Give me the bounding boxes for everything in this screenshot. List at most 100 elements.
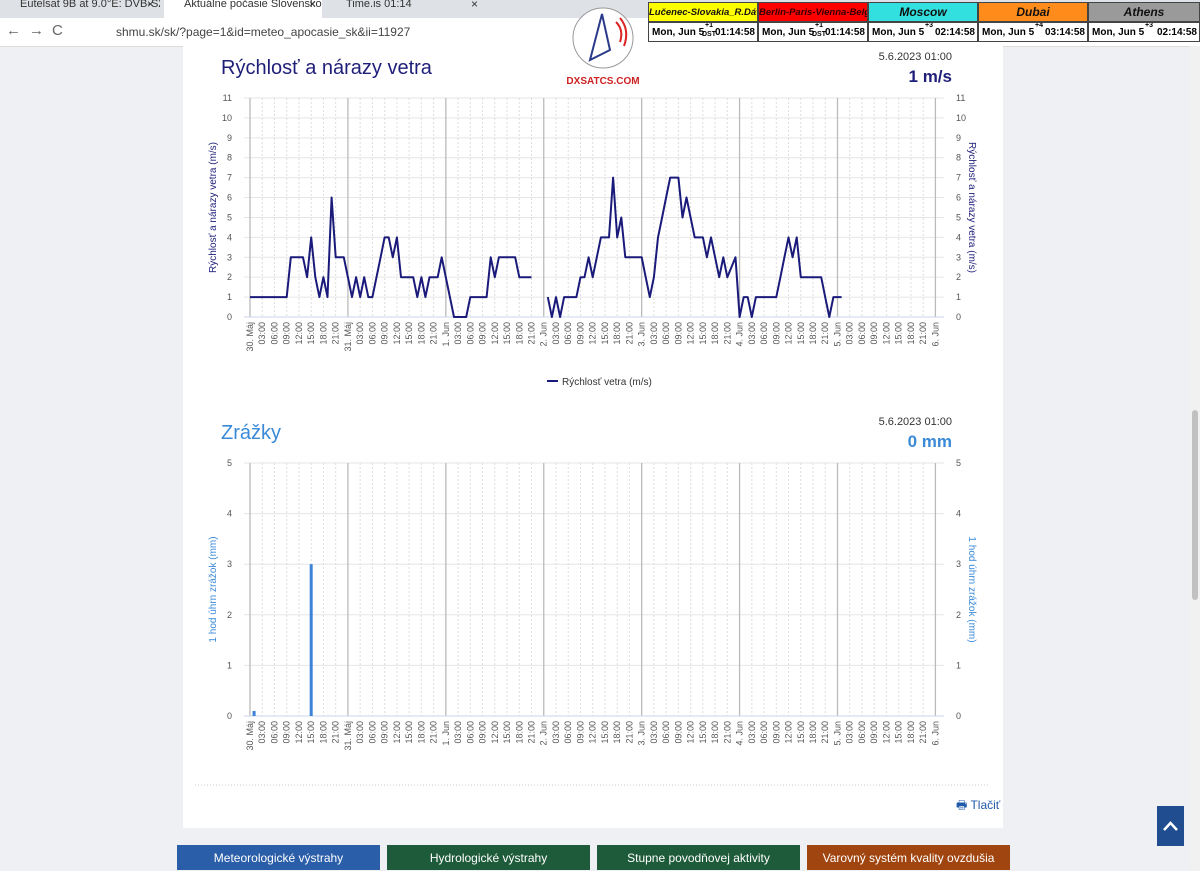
x-tick-label: 09:00: [478, 322, 488, 345]
x-tick-label: 5. Jun: [832, 721, 842, 746]
city-offset: +1: [705, 22, 713, 29]
x-tick-label: 03:00: [355, 721, 365, 744]
tab[interactable]: Time.is 01:14 ×: [346, 0, 478, 11]
x-tick-label: 09:00: [869, 721, 879, 744]
y2-tick-label: 5: [956, 458, 961, 468]
x-tick-label: 21:00: [820, 721, 830, 744]
x-tick-label: 12:00: [881, 721, 891, 744]
y2-tick-label: 0: [956, 711, 961, 721]
x-tick-label: 21:00: [624, 721, 634, 744]
x-tick-label: 09:00: [673, 721, 683, 744]
x-tick-label: 15:00: [796, 322, 806, 345]
print-text: Tlačiť: [970, 798, 1001, 812]
world-clock: Lučenec-Slovakia_R.Dávid Mon, Jun 5 +1 DST 0…: [648, 2, 1200, 42]
x-tick-label: 15:00: [600, 721, 610, 744]
current-value: 1 m/s: [909, 67, 952, 86]
x-tick-label: 15:00: [894, 322, 904, 345]
x-tick-label: 03:00: [845, 322, 855, 345]
city-offset: +1: [815, 22, 823, 29]
x-tick-label: 12:00: [784, 322, 794, 345]
city-time-row: Mon, Jun 5 +3 02:14:58: [868, 22, 978, 42]
x-tick-label: 03:00: [453, 322, 463, 345]
x-tick-label: 18:00: [612, 322, 622, 345]
x-tick-label: 1. Jun: [441, 322, 451, 347]
x-tick-label: 18:00: [612, 721, 622, 744]
print-link[interactable]: 🖶 Tlačiť: [956, 798, 1001, 812]
x-tick-label: 03:00: [257, 721, 267, 744]
tab-title: Time.is 01:14: [346, 0, 412, 10]
x-tick-label: 09:00: [575, 721, 585, 744]
timestamp: 5.6.2023 01:00: [879, 416, 952, 428]
y-tick-label: 3: [227, 559, 232, 569]
x-tick-label: 18:00: [318, 721, 328, 744]
city-date: Mon, Jun 5: [982, 27, 1035, 38]
city-time: 01:14:58: [714, 27, 755, 38]
x-tick-label: 18:00: [710, 322, 720, 345]
y-tick-label: 10: [222, 113, 232, 123]
scroll-top[interactable]: [1157, 806, 1184, 846]
city-time-row: Mon, Jun 5 +4 03:14:58: [978, 22, 1088, 42]
x-tick-label: 21:00: [429, 721, 439, 744]
x-tick-label: 4. Jun: [735, 322, 745, 347]
x-tick-label: 06:00: [269, 721, 279, 744]
y-tick-label: 0: [227, 711, 232, 721]
x-tick-label: 15:00: [698, 721, 708, 744]
tab[interactable]: Aktuálne počasie Slovensko - tabuľ×: [164, 0, 322, 18]
x-tick-label: 12:00: [881, 322, 891, 345]
x-tick-label: 12:00: [294, 322, 304, 345]
x-tick-label: 21:00: [527, 322, 537, 345]
y-tick-label: 6: [227, 193, 232, 203]
y-tick-label: 4: [227, 509, 232, 519]
city-date: Mon, Jun 5: [872, 27, 925, 38]
footer-button[interactable]: Hydrologické výstrahy: [387, 845, 590, 870]
x-tick-label: 3. Jun: [637, 721, 647, 746]
x-tick-label: 03:00: [649, 322, 659, 345]
y-tick-label: 1: [227, 660, 232, 670]
y2-tick-label: 8: [956, 153, 961, 163]
y-tick-label: 1: [227, 292, 232, 302]
nav-buttons[interactable]: ←→C: [6, 22, 71, 39]
chart-title: Rýchlosť a nárazy vetra: [221, 57, 433, 79]
x-tick-label: 21:00: [918, 721, 928, 744]
x-tick-label: 09:00: [673, 322, 683, 345]
y2-tick-label: 3: [956, 559, 961, 569]
city-offset: +3: [925, 22, 933, 29]
y2-axis-title: Rýchlosť a nárazy vetra (m/s): [966, 142, 977, 273]
scroll-thumb[interactable]: [1192, 410, 1198, 600]
footer-button[interactable]: Varovný systém kvality ovzdušia: [807, 845, 1010, 870]
x-tick-label: 09:00: [478, 721, 488, 744]
x-tick-label: 21:00: [331, 322, 341, 345]
x-tick-label: 09:00: [575, 322, 585, 345]
x-tick-label: 15:00: [502, 322, 512, 345]
x-tick-label: 03:00: [551, 721, 561, 744]
y2-tick-label: 10: [956, 113, 966, 123]
x-tick-label: 12:00: [490, 322, 500, 345]
x-tick-label: 18:00: [808, 322, 818, 345]
x-tick-label: 21:00: [527, 721, 537, 744]
y-tick-label: 8: [227, 153, 232, 163]
x-tick-label: 09:00: [282, 322, 292, 345]
footer-button[interactable]: Meteorologické výstrahy: [177, 845, 380, 870]
x-tick-label: 18:00: [416, 322, 426, 345]
city-dst: DST: [812, 31, 826, 38]
x-tick-label: 09:00: [771, 721, 781, 744]
x-tick-label: 15:00: [502, 721, 512, 744]
y-axis-title: Rýchlosť a nárazy vetra (m/s): [208, 142, 219, 273]
x-tick-label: 06:00: [465, 322, 475, 345]
y-tick-label: 2: [227, 610, 232, 620]
city-date: Mon, Jun 5: [762, 27, 815, 38]
precip-bar: [252, 710, 256, 716]
legend-label: Rýchlosť vetra (m/s): [562, 377, 652, 388]
x-tick-label: 21:00: [722, 721, 732, 744]
x-tick-label: 03:00: [747, 322, 757, 345]
url[interactable]: shmu.sk/sk/?page=1&id=meteo_apocasie_sk&…: [116, 25, 411, 39]
x-tick-label: 03:00: [551, 322, 561, 345]
x-tick-label: 15:00: [600, 322, 610, 345]
x-tick-label: 31. Máj: [343, 322, 353, 352]
footer-button[interactable]: Stupne povodňovej aktivity: [597, 845, 800, 870]
x-tick-label: 12:00: [588, 721, 598, 744]
y2-tick-label: 5: [956, 212, 961, 222]
x-tick-label: 09:00: [282, 721, 292, 744]
tab[interactable]: Eutelsat 9B at 9.0°E: DVB-S2-MIS M×: [0, 0, 160, 18]
x-tick-label: 12:00: [294, 721, 304, 744]
